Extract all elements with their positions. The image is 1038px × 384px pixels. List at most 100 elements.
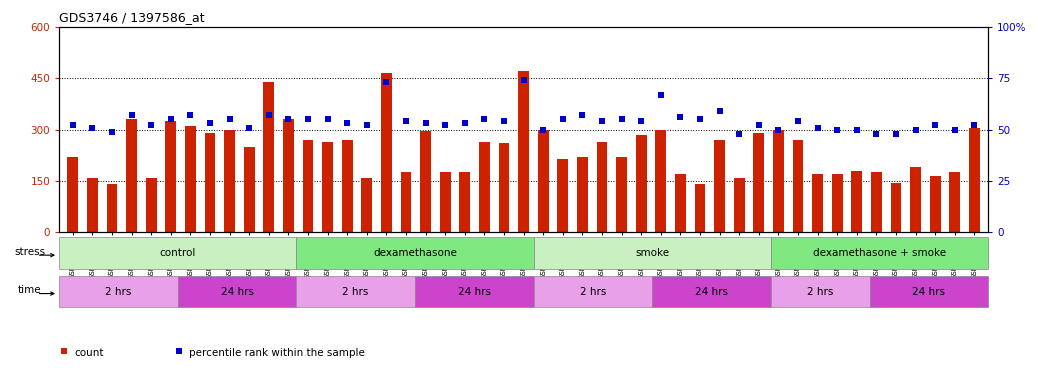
Point: [927, 122, 944, 129]
Bar: [204, 133, 216, 232]
Bar: [177, 276, 297, 307]
Bar: [518, 71, 529, 232]
Point: [633, 118, 650, 124]
Point: [810, 124, 826, 131]
Bar: [636, 135, 647, 232]
Point: [691, 116, 708, 122]
Bar: [361, 177, 373, 232]
Point: [574, 112, 591, 118]
Bar: [59, 237, 297, 269]
Bar: [534, 237, 771, 269]
Bar: [420, 131, 431, 232]
Point: [613, 116, 630, 122]
Bar: [297, 237, 534, 269]
Bar: [734, 177, 744, 232]
Bar: [652, 276, 771, 307]
Bar: [771, 237, 988, 269]
Bar: [107, 184, 117, 232]
Point: [515, 77, 531, 83]
Point: [398, 118, 414, 124]
Bar: [617, 157, 627, 232]
Point: [653, 92, 670, 98]
Text: 2 hrs: 2 hrs: [343, 287, 368, 297]
Bar: [415, 276, 534, 307]
Point: [339, 120, 356, 126]
Point: [829, 126, 846, 132]
Point: [476, 116, 493, 122]
Point: [731, 131, 747, 137]
Bar: [597, 142, 607, 232]
Point: [280, 116, 297, 122]
Text: 2 hrs: 2 hrs: [105, 287, 132, 297]
Bar: [480, 142, 490, 232]
Bar: [851, 170, 863, 232]
Point: [848, 126, 865, 132]
Point: [496, 118, 513, 124]
Bar: [969, 128, 980, 232]
Text: dexamethasone: dexamethasone: [373, 248, 457, 258]
Text: control: control: [160, 248, 196, 258]
Bar: [950, 172, 960, 232]
Bar: [283, 119, 294, 232]
Point: [124, 112, 140, 118]
Text: time: time: [18, 285, 42, 295]
Point: [868, 131, 884, 137]
Bar: [460, 172, 470, 232]
Point: [750, 122, 767, 129]
Bar: [244, 147, 254, 232]
Point: [201, 120, 218, 126]
Bar: [577, 157, 588, 232]
Bar: [870, 276, 988, 307]
Bar: [754, 133, 764, 232]
Bar: [264, 82, 274, 232]
Point: [966, 122, 983, 129]
Bar: [297, 276, 415, 307]
Point: [711, 108, 728, 114]
Text: GDS3746 / 1397586_at: GDS3746 / 1397586_at: [59, 12, 204, 25]
Point: [221, 116, 238, 122]
Point: [64, 122, 81, 129]
Text: 2 hrs: 2 hrs: [579, 287, 606, 297]
Point: [907, 126, 924, 132]
Point: [887, 131, 904, 137]
Bar: [675, 174, 686, 232]
Point: [673, 114, 689, 120]
Point: [790, 118, 807, 124]
Bar: [813, 174, 823, 232]
Bar: [401, 172, 411, 232]
Text: percentile rank within the sample: percentile rank within the sample: [189, 348, 364, 358]
Bar: [534, 276, 652, 307]
Text: smoke: smoke: [635, 248, 670, 258]
Bar: [322, 142, 333, 232]
Bar: [557, 159, 568, 232]
Bar: [224, 129, 235, 232]
Bar: [87, 177, 98, 232]
Bar: [714, 140, 726, 232]
Point: [320, 116, 336, 122]
Point: [378, 79, 394, 85]
Point: [143, 122, 160, 129]
Point: [241, 124, 257, 131]
Point: [594, 118, 610, 124]
Bar: [773, 129, 784, 232]
Bar: [59, 276, 177, 307]
Text: 24 hrs: 24 hrs: [220, 287, 253, 297]
Bar: [127, 119, 137, 232]
Text: 24 hrs: 24 hrs: [695, 287, 728, 297]
Bar: [771, 276, 870, 307]
Text: 2 hrs: 2 hrs: [807, 287, 834, 297]
Text: dexamethasone + smoke: dexamethasone + smoke: [813, 248, 946, 258]
Point: [84, 124, 101, 131]
Bar: [381, 73, 392, 232]
Bar: [146, 177, 157, 232]
Bar: [871, 172, 882, 232]
Point: [947, 126, 963, 132]
Bar: [910, 167, 921, 232]
Bar: [831, 174, 843, 232]
Bar: [342, 140, 353, 232]
Bar: [67, 157, 78, 232]
Point: [535, 126, 551, 132]
Point: [554, 116, 571, 122]
Bar: [891, 183, 901, 232]
Bar: [655, 129, 666, 232]
